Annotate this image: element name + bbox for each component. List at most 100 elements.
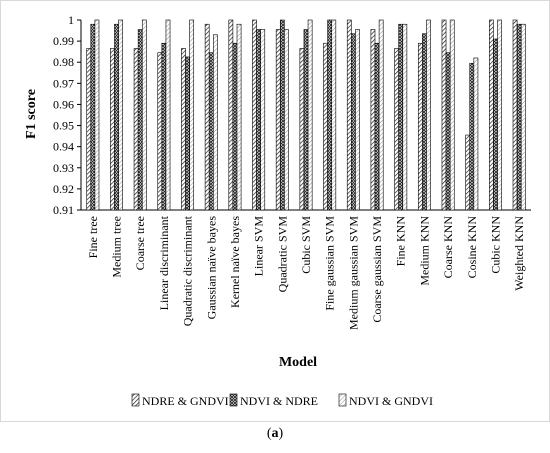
bar xyxy=(489,19,494,211)
x-tick-label: Fine KNN xyxy=(394,216,408,267)
x-tick-label: Coarse gaussian SVM xyxy=(370,216,384,323)
bar xyxy=(213,34,218,211)
y-tick-label: 0.95 xyxy=(53,119,74,133)
y-tick-label: 0.96 xyxy=(53,97,74,111)
legend-label: NDVI & NDRE xyxy=(240,394,318,408)
bar xyxy=(204,23,210,211)
bar xyxy=(394,48,399,211)
bar xyxy=(351,33,356,211)
bar xyxy=(137,29,143,211)
caption-open: ( xyxy=(266,426,272,441)
bar xyxy=(256,29,261,211)
bar xyxy=(141,19,147,211)
legend-swatch xyxy=(229,393,238,407)
bar xyxy=(426,19,431,211)
x-tick-label: Weighted KNN xyxy=(512,216,526,291)
bar xyxy=(189,19,195,211)
bar xyxy=(110,48,115,211)
bar xyxy=(228,19,234,211)
bar xyxy=(307,19,313,211)
bar xyxy=(398,23,404,211)
bar xyxy=(355,29,360,211)
bar xyxy=(493,38,498,211)
bar xyxy=(161,42,167,211)
x-tick-label: Fine gaussian SVM xyxy=(323,216,337,311)
legend: NDRE & GNDVI NDVI & NDRE NDVI & GNDVI xyxy=(131,393,433,408)
bar xyxy=(374,42,380,211)
bar xyxy=(232,42,238,211)
bar xyxy=(94,19,100,211)
bar xyxy=(465,134,471,211)
bar xyxy=(114,23,119,211)
y-tick-label: 0.97 xyxy=(53,76,74,90)
y-tick-label: 1 xyxy=(68,13,74,27)
x-tick-label: Medium gaussian SVM xyxy=(346,216,360,330)
bar xyxy=(449,19,455,211)
x-tick-label: Cosine KNN xyxy=(465,216,479,279)
x-tick-label: Linear discriminant xyxy=(157,215,171,310)
bar xyxy=(133,48,139,211)
x-tick-label: Medium KNN xyxy=(417,216,431,286)
x-tick-label: Coarse tree xyxy=(133,216,147,270)
bar xyxy=(299,48,305,211)
bar xyxy=(441,19,447,211)
x-tick-label: Quadratic discriminant xyxy=(181,215,195,326)
bar xyxy=(331,19,337,211)
y-tick-label: 0.94 xyxy=(53,140,74,154)
f1-score-bar-chart: 0.91 0.92 0.93 0.94 0.95 0.96 0.97 0.98 0.99 1 Fin… xyxy=(24,13,531,408)
bar xyxy=(473,57,479,211)
bar xyxy=(236,23,242,211)
bar xyxy=(275,29,281,211)
bar xyxy=(469,62,475,211)
bar xyxy=(303,29,309,211)
x-tick-label: Linear SVM xyxy=(252,216,266,277)
bar xyxy=(378,19,384,211)
x-tick-label: Cubic SVM xyxy=(299,216,313,274)
chart-frame: 0.91 0.92 0.93 0.94 0.95 0.96 0.97 0.98 0.99 1 Fin… xyxy=(0,0,550,422)
y-axis-label: F1 score xyxy=(24,89,39,139)
y-tick-label: 0.99 xyxy=(53,34,74,48)
y-tick-label: 0.98 xyxy=(53,55,74,69)
caption-letter: a xyxy=(271,426,279,441)
bar xyxy=(516,23,522,211)
bar xyxy=(346,19,352,211)
x-tick-label: Gaussian naïve bayes xyxy=(204,216,218,320)
y-tick-label: 0.93 xyxy=(53,161,74,175)
bar xyxy=(279,19,285,211)
legend-swatch xyxy=(338,393,347,407)
bar xyxy=(445,52,451,211)
x-tick-label: Kernel naïve bayes xyxy=(228,216,242,308)
bar xyxy=(118,19,123,211)
legend-label: NDRE & GNDVI xyxy=(142,394,229,408)
x-tick-label: Cubic KNN xyxy=(488,216,502,274)
x-tick-label: Medium tree xyxy=(110,216,124,278)
bar xyxy=(512,19,518,211)
figure-caption: (a) xyxy=(0,426,550,442)
x-tick-label: Quadratic SVM xyxy=(275,216,289,293)
x-axis-label: Model xyxy=(279,355,317,370)
bar xyxy=(185,56,190,211)
legend-swatch xyxy=(131,393,140,407)
bar xyxy=(327,19,333,211)
bar xyxy=(86,48,92,211)
bar xyxy=(181,48,186,211)
bar xyxy=(417,42,423,211)
bar xyxy=(520,23,526,211)
bar xyxy=(323,42,328,211)
bar xyxy=(402,23,408,211)
bar xyxy=(497,19,502,211)
x-tick-label: Coarse KNN xyxy=(441,216,455,279)
bar xyxy=(252,19,257,211)
bar xyxy=(157,52,163,211)
caption-close: ) xyxy=(278,426,284,441)
bar xyxy=(284,29,289,211)
y-tick-label: 0.91 xyxy=(53,203,74,217)
bar xyxy=(90,23,96,211)
x-tick-label: Fine tree xyxy=(86,216,100,258)
bar xyxy=(370,29,376,211)
bar xyxy=(422,33,427,211)
y-tick-label: 0.92 xyxy=(53,182,74,196)
bar xyxy=(208,52,214,211)
bar xyxy=(165,19,171,211)
legend-label: NDVI & GNDVI xyxy=(349,394,433,408)
